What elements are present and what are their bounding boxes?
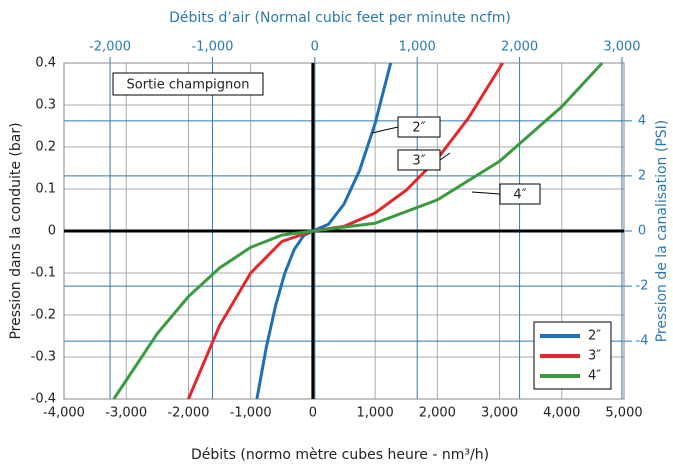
y-tick-label: -0.3	[31, 350, 56, 365]
x-tick-label: 0	[309, 406, 317, 421]
y-tick-label: -0.2	[31, 308, 56, 323]
y-tick-label: -0.1	[31, 266, 56, 281]
x-axis-title: Débits (normo mètre cubes heure - nm³/h)	[191, 447, 489, 463]
annotation-box	[112, 72, 264, 96]
annotation: 2″	[412, 121, 425, 136]
y-tick-label: 0.1	[35, 182, 56, 197]
x-tick-label: 4,000	[543, 406, 580, 421]
legend-label: 3″	[588, 349, 601, 364]
x-tick-label: -1,000	[230, 406, 272, 421]
x2-tick-label: 0	[311, 40, 319, 55]
x2-tick-label: 3,000	[603, 40, 640, 55]
leader-line	[439, 152, 451, 161]
x-tick-label: 5,000	[605, 406, 642, 421]
y-tick-label: 0.3	[35, 98, 56, 113]
annotation-box	[397, 116, 441, 138]
y-tick-label: 0	[48, 224, 56, 239]
annotation: 3″	[412, 154, 425, 169]
y2-axis-title: Pression de la canalisation (PSI)	[654, 120, 670, 343]
chart-title: Débits d’air (Normal cubic feet per minu…	[169, 10, 511, 26]
x-tick-label: -3,000	[105, 406, 147, 421]
y2-tick-label: -2	[636, 279, 649, 294]
y-tick-label: -0.4	[31, 392, 56, 407]
leader-line	[371, 126, 399, 134]
x-tick-label: 3,000	[481, 406, 518, 421]
y2-tick-label: -4	[636, 334, 649, 349]
legend-label: 4″	[588, 369, 601, 384]
x-tick-label: -4,000	[43, 406, 85, 421]
x2-tick-label: -2,000	[89, 40, 131, 55]
y2-tick-label: 4	[638, 113, 646, 128]
y2-tick-label: 0	[638, 224, 646, 239]
y-tick-label: 0.4	[35, 56, 56, 71]
annotation: Sortie champignon	[127, 78, 250, 93]
y-axis-title: Pression dans la conduite (bar)	[8, 122, 24, 339]
annotation-box	[397, 149, 441, 171]
x-tick-label: -2,000	[167, 406, 209, 421]
x-tick-label: 2,000	[419, 406, 456, 421]
x2-tick-label: 2,000	[501, 40, 538, 55]
y2-tick-label: 2	[638, 168, 646, 183]
annotation-box	[499, 183, 541, 205]
series-line	[112, 61, 604, 400]
x2-tick-label: 1,000	[399, 40, 436, 55]
x2-tick-label: -1,000	[191, 40, 233, 55]
leader-line	[471, 191, 501, 195]
y-tick-label: 0.2	[35, 140, 56, 155]
legend-label: 2″	[588, 329, 601, 344]
annotation: 4″	[513, 188, 526, 203]
x-tick-label: 1,000	[357, 406, 394, 421]
